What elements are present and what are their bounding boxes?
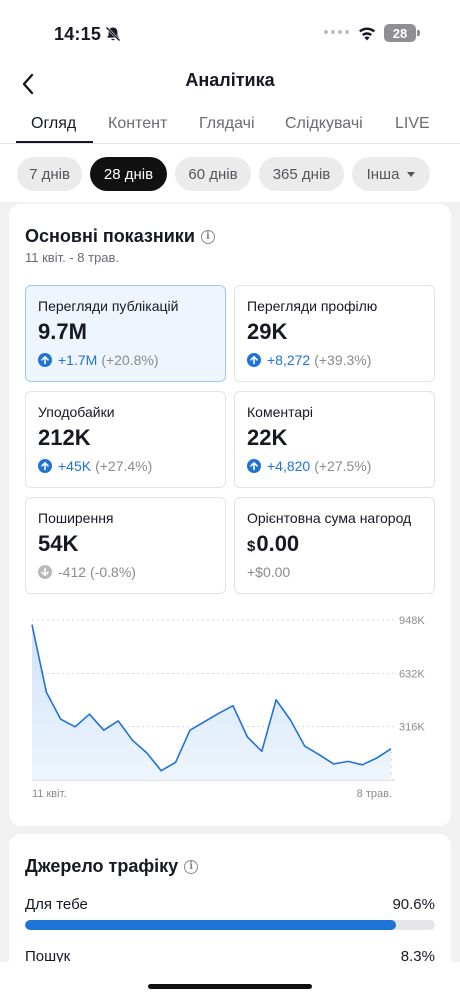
period-7-days[interactable]: 7 днів — [17, 157, 82, 191]
traffic-bar — [25, 920, 435, 930]
arrow-up-icon — [247, 353, 261, 367]
period-365-days[interactable]: 365 днів — [259, 157, 344, 191]
metric-change-abs: +4,820 — [267, 458, 311, 474]
metric-value: 29K — [247, 319, 288, 344]
metric-label: Уподобайки — [38, 404, 115, 420]
traffic-bar-fill — [25, 920, 397, 930]
arrow-up-icon — [38, 353, 52, 367]
chart-ytick-label: 948K — [399, 615, 425, 627]
key-metrics-title: Основні показники i — [25, 226, 215, 247]
metric-rewards[interactable]: Орієнтовна сума нагород $0.00 +$0.00 — [234, 497, 435, 594]
metric-change: +8,272 (+39.3%) — [247, 352, 371, 368]
tab-bar: Огляд Контент Глядачі Слідкувачі LIVE — [0, 106, 460, 144]
info-icon[interactable]: i — [184, 859, 199, 874]
chart-pending-hatch — [391, 744, 392, 780]
metric-change-abs: +$0.00 — [247, 564, 291, 580]
metric-value: 9.7M — [38, 319, 87, 344]
chart-xtick-start: 11 квіт. — [32, 788, 66, 800]
traffic-row-search: Пошук 8.3% — [25, 948, 435, 965]
status-bar: 14:15 28 — [0, 0, 460, 62]
home-area — [0, 962, 460, 1000]
metric-change-pct: (-0.8%) — [90, 564, 136, 580]
key-metrics-card: Основні показники i 11 квіт. - 8 трав. П… — [9, 204, 451, 826]
traffic-label: Пошук — [25, 948, 71, 965]
tab-viewers[interactable]: Глядачі — [199, 115, 255, 132]
home-indicator[interactable] — [148, 984, 312, 989]
metric-value: $0.00 — [247, 531, 299, 557]
metric-value: 54K — [38, 531, 79, 556]
chart-ytick-label: 316K — [399, 722, 425, 734]
metric-value: 212K — [38, 425, 91, 450]
metric-change-pct: (+20.8%) — [101, 352, 159, 368]
metric-change: +$0.00 — [247, 564, 290, 580]
metric-post-views[interactable]: Перегляди публікацій 9.7M +1.7M (+20.8%) — [25, 285, 226, 382]
tab-content[interactable]: Контент — [108, 115, 168, 132]
battery-icon: 28 — [384, 24, 416, 42]
chart-area-fill — [32, 624, 391, 780]
traffic-label: Для тебе — [25, 896, 88, 913]
key-metrics-title-text: Основні показники — [25, 226, 195, 246]
bell-off-icon — [105, 26, 121, 42]
metric-change: -412 (-0.8%) — [38, 564, 136, 580]
metric-label: Поширення — [38, 510, 114, 526]
metric-change-abs: -412 — [58, 564, 87, 580]
metric-change-abs: +45K — [58, 458, 92, 474]
wifi-icon — [359, 27, 375, 41]
metric-profile-views[interactable]: Перегляди профілю 29K +8,272 (+39.3%) — [234, 285, 435, 382]
metric-label: Коментарі — [247, 404, 314, 420]
metric-label: Орієнтовна сума нагород — [247, 510, 412, 526]
tab-active-indicator — [16, 141, 93, 143]
info-icon[interactable]: i — [200, 229, 215, 244]
period-other-label: Інша — [366, 165, 400, 183]
metric-label: Перегляди публікацій — [38, 298, 179, 314]
metric-label: Перегляди профілю — [247, 298, 378, 314]
period-other-dropdown[interactable]: Інша — [352, 157, 430, 191]
chart-ytick-label: 632K — [399, 668, 425, 680]
metric-likes[interactable]: Уподобайки 212K +45K (+27.4%) — [25, 391, 226, 488]
currency-symbol: $ — [247, 538, 256, 555]
cellular-signal-icon — [324, 30, 349, 34]
back-button[interactable] — [12, 68, 44, 100]
metric-change-pct: (+39.3%) — [314, 352, 372, 368]
metric-change: +45K (+27.4%) — [38, 458, 152, 474]
date-range: 11 квіт. - 8 трав. — [25, 250, 120, 265]
period-60-days[interactable]: 60 днів — [175, 157, 251, 191]
metric-change: +1.7M (+20.8%) — [38, 352, 159, 368]
traffic-row-for-you: Для тебе 90.6% — [25, 896, 435, 930]
chevron-left-icon — [22, 73, 34, 95]
period-selector: 7 днів 28 днів 60 днів 365 днів Інша — [0, 144, 460, 202]
metric-change-abs: +1.7M — [58, 352, 98, 368]
metric-shares[interactable]: Поширення 54K -412 (-0.8%) — [25, 497, 226, 594]
status-time: 14:15 — [54, 24, 102, 44]
arrow-up-icon — [38, 459, 52, 473]
metric-value: 22K — [247, 425, 288, 450]
post-views-chart[interactable]: 948K 632K 316K 11 квіт. 8 трав. — [9, 604, 451, 814]
metric-change: +4,820 (+27.5%) — [247, 458, 371, 474]
tab-followers[interactable]: Слідкувачі — [285, 115, 363, 132]
metric-change-pct: (+27.5%) — [314, 458, 372, 474]
nav-bar: Аналітика — [0, 62, 460, 106]
arrow-down-icon — [38, 565, 52, 579]
metric-comments[interactable]: Коментарі 22K +4,820 (+27.5%) — [234, 391, 435, 488]
traffic-title-text: Джерело трафіку — [25, 856, 179, 876]
tab-overview[interactable]: Огляд — [31, 115, 77, 132]
tab-live[interactable]: LIVE — [395, 115, 430, 132]
metric-value-number: 0.00 — [256, 531, 300, 556]
caret-down-icon — [407, 171, 416, 177]
period-28-days[interactable]: 28 днів — [90, 157, 167, 191]
traffic-title: Джерело трафіку i — [25, 856, 199, 877]
chart-xtick-end: 8 трав. — [357, 788, 392, 800]
battery-tip — [417, 30, 420, 36]
arrow-up-icon — [247, 459, 261, 473]
traffic-percent: 8.3% — [400, 948, 435, 965]
traffic-percent: 90.6% — [392, 896, 435, 913]
metric-change-abs: +8,272 — [267, 352, 311, 368]
chart-series-line — [31, 624, 392, 772]
metric-change-pct: (+27.4%) — [95, 458, 153, 474]
page-title: Аналітика — [185, 70, 275, 90]
